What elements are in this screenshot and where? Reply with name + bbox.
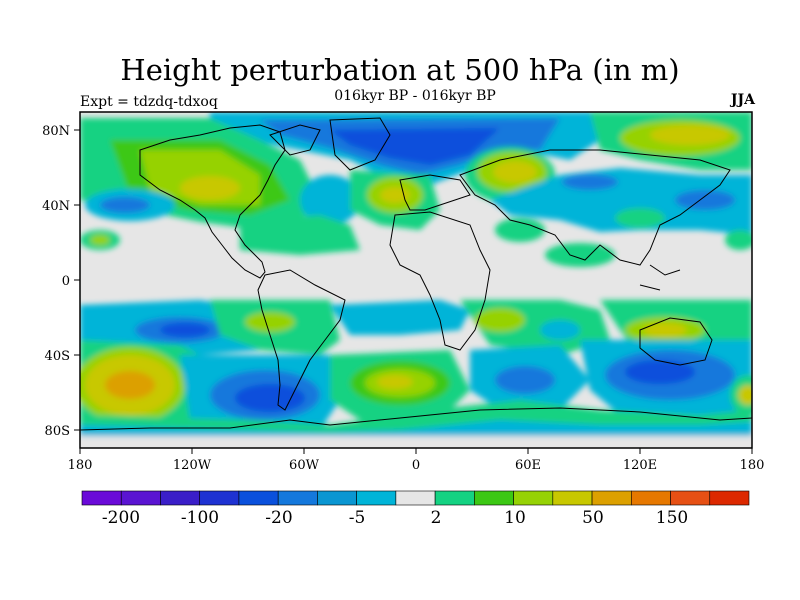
arctic-east-orange [650,125,730,145]
south-atlantic-blue [330,300,470,335]
asia-green-spot [615,208,665,228]
asia-negative-core2 [675,190,735,210]
atlantic-cyan-region [300,175,360,225]
southern-ocean-yellow [738,385,752,405]
season-label: JJA [730,92,755,108]
experiment-label: Expt = tdzdq-tdxoq [80,94,218,110]
colorbar-swatch [199,490,240,506]
colorbar-swatch [434,490,475,506]
colorbar-labels: -200 -100 -20 -5 2 10 50 150 [102,508,688,528]
antarctic-neutral [80,436,752,448]
colorbar-swatch [317,490,357,506]
lon-tick-label: 180 [740,458,765,473]
lon-tick-label: 120W [173,458,212,473]
arctic-negative-center [330,128,500,165]
indian-ocean-south-core [495,366,555,394]
asia-negative-core1 [562,174,618,190]
height-field [80,112,752,448]
india-green [545,243,615,267]
north-america-yellow [180,176,240,200]
colorbar-swatch [238,490,279,506]
colorbar-swatch [513,490,554,506]
south-america-lime [245,312,295,332]
atlantic-positive [240,215,360,255]
colorbar-label: 50 [582,508,604,528]
colorbar-swatch [120,490,161,506]
colorbar-swatch [670,490,711,506]
lat-axis: 80N 40N 0 40S 80S [42,124,80,439]
arabia-green [495,218,545,242]
south-america-mid-center [235,384,305,412]
colorbar-swatch [160,490,201,506]
asia-negative [490,168,752,235]
colorbar-swatch [395,490,436,506]
indian-ocean-lime [475,308,525,332]
south-pacific-center [160,323,210,337]
plot-title: Height perturbation at 500 hPa (in m) [120,53,680,87]
lat-tick-label: 40S [45,349,70,364]
south-pacific-orange [105,371,155,399]
colorbar-swatch [474,490,514,506]
colorbar-swatch [591,490,632,506]
lat-tick-label: 0 [62,274,70,289]
lon-tick-label: 0 [412,458,420,473]
colorbar-swatch [552,490,593,506]
colorbar-swatch [709,490,750,506]
colorbar-label: 150 [656,508,688,528]
siberia-orange [493,161,537,183]
colorbar-label: 10 [504,508,526,528]
indian-ocean-blue [540,320,580,340]
south-atlantic-yellow [377,375,413,389]
colorbar [81,490,750,506]
colorbar-label: -100 [181,508,219,528]
colorbar-label: 2 [431,508,442,528]
colorbar-label: -200 [102,508,140,528]
pacific-blue-core [100,197,150,213]
colorbar-swatch [277,490,318,506]
southern-ocean-center [625,360,695,384]
australia-yellow [643,323,687,337]
colorbar-swatch [356,490,397,506]
period-subtitle: 016kyr BP - 016kyr BP [334,88,496,104]
lat-tick-label: 80N [42,124,70,139]
lon-tick-label: 120E [623,458,657,473]
colorbar-swatch [630,490,671,506]
lon-axis: 180 120W 60W 0 60E 120E 180 [68,448,765,473]
lon-tick-label: 180 [68,458,93,473]
coastlines [80,117,752,431]
colorbar-label: -5 [349,508,366,528]
pacific-lime-spot [90,235,110,245]
lat-tick-label: 40N [42,199,70,214]
colorbar-swatch [81,490,122,506]
lon-tick-label: 60W [289,458,320,473]
lon-tick-label: 60E [515,458,541,473]
lat-tick-label: 80S [45,424,70,439]
pacific-east-green [725,230,752,250]
colorbar-label: -20 [265,508,292,528]
